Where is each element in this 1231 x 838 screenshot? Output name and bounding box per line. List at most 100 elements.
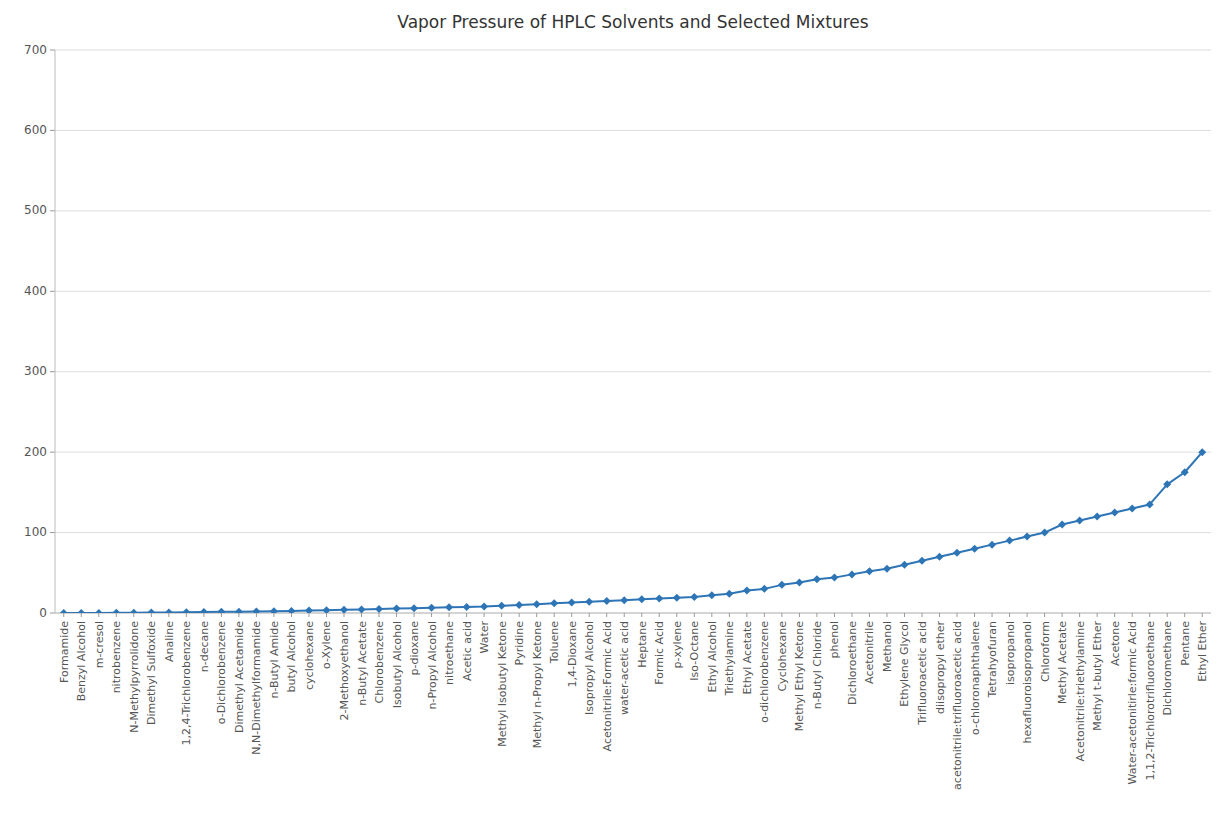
- x-tick: [676, 613, 677, 617]
- marker: [480, 603, 488, 611]
- x-tick: [203, 613, 204, 617]
- x-tick-label: Ethylene Glycol: [898, 621, 911, 707]
- y-tick: [50, 50, 55, 51]
- marker: [603, 597, 611, 605]
- marker: [638, 595, 646, 603]
- x-tick: [606, 613, 607, 617]
- x-tick: [151, 613, 152, 617]
- marker: [848, 570, 856, 578]
- x-tick-label: Formamide: [58, 621, 71, 683]
- x-tick: [641, 613, 642, 617]
- x-tick-label: p-xylene: [671, 621, 684, 669]
- x-tick-label: 2-Methoxyethanol: [338, 621, 351, 720]
- x-tick-label: o-Xylene: [320, 621, 333, 669]
- marker: [322, 606, 330, 613]
- x-tick: [221, 613, 222, 617]
- chart: 0100200300400500600700FormamideBenzyl Al…: [0, 0, 1231, 838]
- x-tick-label: Ethyl Ether: [1196, 621, 1209, 682]
- x-tick-label: Dichloroethane: [846, 621, 859, 705]
- x-tick: [1027, 613, 1028, 617]
- x-tick: [1184, 613, 1185, 617]
- marker: [287, 607, 295, 613]
- x-tick-label: cyclohexane: [303, 621, 316, 690]
- marker: [673, 594, 681, 602]
- marker: [252, 607, 260, 613]
- marker: [77, 609, 85, 613]
- marker: [1041, 529, 1049, 537]
- x-tick: [799, 613, 800, 617]
- grid-line: [55, 130, 1211, 131]
- grid-line: [55, 371, 1211, 372]
- x-tick-label: p-dioxane: [408, 621, 421, 676]
- x-tick-label: N,N-Dimethylformamide: [250, 621, 263, 755]
- y-tick-label: 300: [24, 364, 47, 378]
- x-tick-label: 1,4-Dioxane: [566, 621, 579, 688]
- x-tick: [63, 613, 64, 617]
- x-tick: [238, 613, 239, 617]
- x-tick: [694, 613, 695, 617]
- x-tick-label: hexafluoroisopropanol: [1021, 621, 1034, 743]
- x-tick-label: o-Dichlorobenzene: [215, 621, 228, 724]
- x-tick: [1202, 613, 1203, 617]
- marker: [971, 545, 979, 553]
- x-tick-label: n-Butyl Chloride: [811, 621, 824, 709]
- x-tick: [431, 613, 432, 617]
- x-tick-label: n-Propyl Alcohol: [426, 621, 439, 710]
- marker: [1111, 508, 1119, 516]
- x-tick: [466, 613, 467, 617]
- x-tick-label: Methyl t-butyl Ether: [1091, 621, 1104, 731]
- x-tick: [554, 613, 555, 617]
- marker: [235, 608, 243, 613]
- x-tick: [711, 613, 712, 617]
- x-axis: FormamideBenzyl Alcoholm-cresolnitrobenz…: [58, 613, 1209, 790]
- x-tick-label: Trifluoroacetic acid: [916, 621, 929, 726]
- x-tick-label: Water: [478, 621, 491, 654]
- marker: [200, 608, 208, 613]
- x-tick-label: Methyl Acetate: [1056, 621, 1069, 704]
- x-tick: [1062, 613, 1063, 617]
- y-tick: [50, 532, 55, 533]
- x-tick: [957, 613, 958, 617]
- line: [64, 452, 1202, 613]
- x-tick-label: nitrobenzene: [110, 621, 123, 694]
- x-tick: [589, 613, 590, 617]
- x-tick-label: N-Methylpyrrolidone: [128, 621, 141, 733]
- x-tick-label: Dimethyl Acetamide: [233, 621, 246, 733]
- x-tick-label: n-Butyl Amide: [268, 621, 281, 699]
- marker: [865, 567, 873, 575]
- marker: [690, 593, 698, 601]
- y-tick: [50, 452, 55, 453]
- marker: [147, 609, 155, 613]
- y-axis: 0100200300400500600700: [24, 43, 1211, 620]
- marker: [182, 608, 190, 613]
- y-tick-label: 200: [24, 445, 47, 459]
- x-tick: [1044, 613, 1045, 617]
- x-tick-label: Acetic acid: [461, 621, 474, 681]
- marker: [1163, 480, 1171, 488]
- marker: [428, 604, 436, 612]
- x-tick-label: 1,2,4-Trichlorobenzene: [180, 621, 193, 746]
- x-tick: [133, 613, 134, 617]
- x-tick: [1114, 613, 1115, 617]
- marker: [1146, 500, 1154, 508]
- x-tick: [922, 613, 923, 617]
- marker: [130, 609, 138, 613]
- x-tick: [816, 613, 817, 617]
- x-tick-label: Isopropyl Alcohol: [583, 621, 596, 715]
- x-tick: [1079, 613, 1080, 617]
- marker: [1181, 468, 1189, 476]
- x-tick-label: Isobutyl Alcohol: [391, 621, 404, 708]
- y-tick-label: 100: [24, 525, 47, 539]
- x-tick-label: Analine: [163, 621, 176, 662]
- title: Vapor Pressure of HPLC Solvents and Sele…: [397, 12, 868, 32]
- y-axis-line: [55, 50, 56, 613]
- x-tick: [536, 613, 537, 617]
- marker: [953, 549, 961, 557]
- marker: [550, 599, 558, 607]
- x-tick-label: Dimethyl Sulfoxide: [145, 621, 158, 725]
- marker: [568, 599, 576, 607]
- x-tick: [81, 613, 82, 617]
- x-tick-label: Water-acetonitirle:formic Acid: [1126, 621, 1139, 785]
- y-tick: [50, 130, 55, 131]
- x-tick-label: phenol: [828, 621, 841, 658]
